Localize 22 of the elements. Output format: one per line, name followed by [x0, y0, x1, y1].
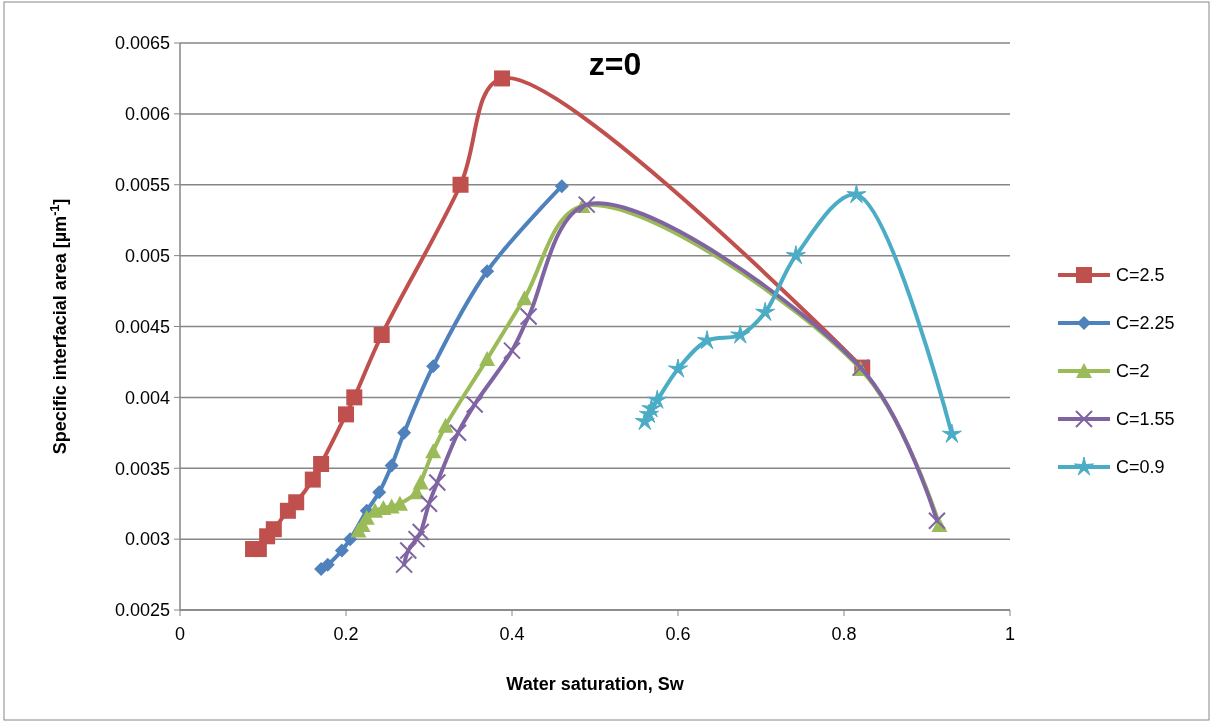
x-axis-title: Water saturation, Sw	[506, 674, 685, 694]
y-tick-label: 0.0025	[114, 600, 170, 621]
x-tick-label: 0.4	[499, 624, 525, 644]
legend-label: C=1.55	[1116, 409, 1175, 430]
y-tick-label: 0.004	[124, 387, 170, 408]
y-tick-label: 0.006	[124, 104, 170, 125]
y-tick-label: 0.003	[124, 529, 170, 550]
x-tick-label: 0	[174, 624, 186, 644]
legend-label: C=2.5	[1116, 265, 1165, 286]
legend-label: C=2.25	[1116, 313, 1175, 334]
y-tick-label: 0.005	[124, 245, 170, 266]
x-tick-label: 1	[1004, 624, 1016, 644]
legend-label: C=0.9	[1116, 457, 1165, 478]
y-tick-label: 0.0065	[114, 33, 170, 54]
chart-title: z=0	[588, 46, 642, 82]
y-tick-label: 0.0045	[114, 316, 170, 337]
x-tick-label: 0.2	[333, 624, 359, 644]
x-tick-label: 0.6	[665, 624, 691, 644]
y-tick-label: 0.0035	[114, 458, 170, 479]
x-tick-label: 0.8	[831, 624, 857, 644]
y-tick-label: 0.0055	[114, 175, 170, 196]
legend-label: C=2	[1116, 361, 1150, 382]
